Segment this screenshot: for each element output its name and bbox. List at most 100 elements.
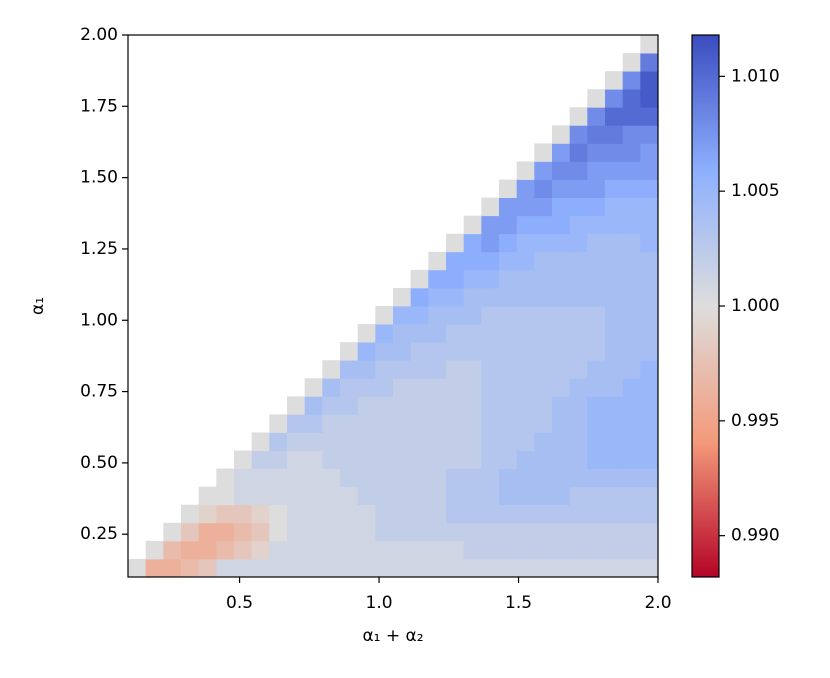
heatmap-cell	[534, 161, 553, 180]
heatmap-cell	[410, 468, 429, 488]
heatmap-cell	[640, 522, 659, 542]
heatmap-cell	[393, 450, 412, 469]
heatmap-cell	[410, 504, 429, 524]
heatmap-cell	[640, 179, 659, 198]
heatmap-cell	[552, 468, 571, 488]
y-tick-label: 2.00	[80, 25, 118, 45]
heatmap-cell	[534, 468, 553, 488]
heatmap-cell	[587, 89, 606, 108]
heatmap-cell	[640, 378, 659, 397]
heatmap-cell	[428, 306, 447, 325]
heatmap-cell	[587, 179, 606, 198]
plot-frame	[127, 34, 659, 578]
heatmap-cell	[569, 197, 588, 217]
heatmap-cell	[499, 378, 518, 397]
heatmap-cell	[605, 107, 624, 126]
heatmap-cell	[622, 71, 641, 90]
heatmap-cell	[446, 540, 465, 560]
heatmap-cell	[393, 486, 412, 506]
heatmap-cell	[569, 522, 588, 542]
heatmap-cell	[587, 378, 606, 397]
heatmap-cell	[216, 504, 235, 524]
heatmap-cell	[393, 468, 412, 488]
heatmap-cell	[304, 396, 323, 415]
heatmap-cell	[569, 125, 588, 144]
heatmap-cell	[481, 251, 500, 271]
heatmap-cell	[516, 558, 535, 578]
heatmap-cell	[234, 468, 253, 488]
heatmap-cell	[640, 342, 659, 361]
heatmap-cell	[463, 414, 482, 433]
heatmap-cell	[569, 486, 588, 506]
heatmap-cell	[552, 287, 571, 307]
y-tick-label: 1.50	[80, 168, 118, 188]
heatmap-cell	[640, 161, 659, 180]
heatmap-cell	[463, 468, 482, 488]
heatmap-cell	[622, 287, 641, 307]
heatmap-cell	[569, 251, 588, 271]
heatmap-cell	[410, 396, 429, 415]
heatmap-cell	[198, 558, 217, 578]
heatmap-cell	[605, 251, 624, 271]
heatmap-cell	[622, 486, 641, 506]
heatmap-cell	[287, 522, 306, 542]
heatmap-cell	[481, 324, 500, 343]
heatmap-cell	[534, 522, 553, 542]
heatmap-cell	[587, 468, 606, 488]
heatmap-cell	[216, 468, 235, 488]
heatmap-cell	[622, 107, 641, 126]
heatmap-cell	[269, 486, 288, 506]
heatmap-cell	[375, 360, 394, 379]
heatmap-cell	[340, 378, 359, 397]
heatmap-cell	[410, 432, 429, 451]
heatmap-cell	[516, 287, 535, 307]
heatmap-cell	[198, 486, 217, 506]
heatmap-cell	[375, 414, 394, 433]
heatmap-cell	[587, 306, 606, 325]
heatmap-cell	[463, 558, 482, 578]
heatmap-cell	[534, 324, 553, 343]
heatmap-cell	[640, 233, 659, 253]
heatmap-cell	[499, 504, 518, 524]
heatmap-cell	[499, 558, 518, 578]
heatmap-cell	[375, 450, 394, 469]
heatmap-cell	[481, 540, 500, 560]
heatmap-cell	[357, 324, 376, 343]
heatmap-cell	[163, 540, 182, 560]
heatmap-cell	[605, 215, 624, 235]
heatmap-cell	[393, 306, 412, 325]
heatmap-cell	[481, 197, 500, 217]
heatmap-cell	[569, 161, 588, 180]
heatmap-cell	[605, 179, 624, 198]
heatmap-cell	[145, 540, 164, 560]
heatmap-cell	[446, 324, 465, 343]
heatmap-cell	[534, 396, 553, 415]
heatmap-cell	[269, 504, 288, 524]
heatmap-cell	[446, 450, 465, 469]
heatmap-cell	[516, 269, 535, 289]
heatmap-cell	[163, 522, 182, 542]
heatmap-cell	[640, 540, 659, 560]
heatmap-cell	[534, 197, 553, 217]
heatmap-cell	[622, 53, 641, 72]
heatmap-cell	[587, 287, 606, 307]
heatmap-cell	[357, 360, 376, 379]
heatmap-cell	[605, 125, 624, 144]
heatmap-cell	[234, 540, 253, 560]
heatmap-cell	[234, 504, 253, 524]
heatmap-cell	[552, 414, 571, 433]
heatmap-cell	[428, 450, 447, 469]
y-tick-label: 0.50	[80, 453, 118, 473]
heatmap-cell	[587, 125, 606, 144]
heatmap-cell	[622, 179, 641, 198]
heatmap-cell	[587, 324, 606, 343]
heatmap-cell	[552, 161, 571, 180]
heatmap-cell	[569, 540, 588, 560]
heatmap-cell	[640, 125, 659, 144]
heatmap-cell	[622, 143, 641, 162]
colorbar-tick-label: 0.995	[731, 411, 780, 431]
heatmap-cell	[605, 306, 624, 325]
heatmap-cell	[340, 414, 359, 433]
heatmap-cell	[428, 342, 447, 361]
heatmap-cell	[516, 396, 535, 415]
